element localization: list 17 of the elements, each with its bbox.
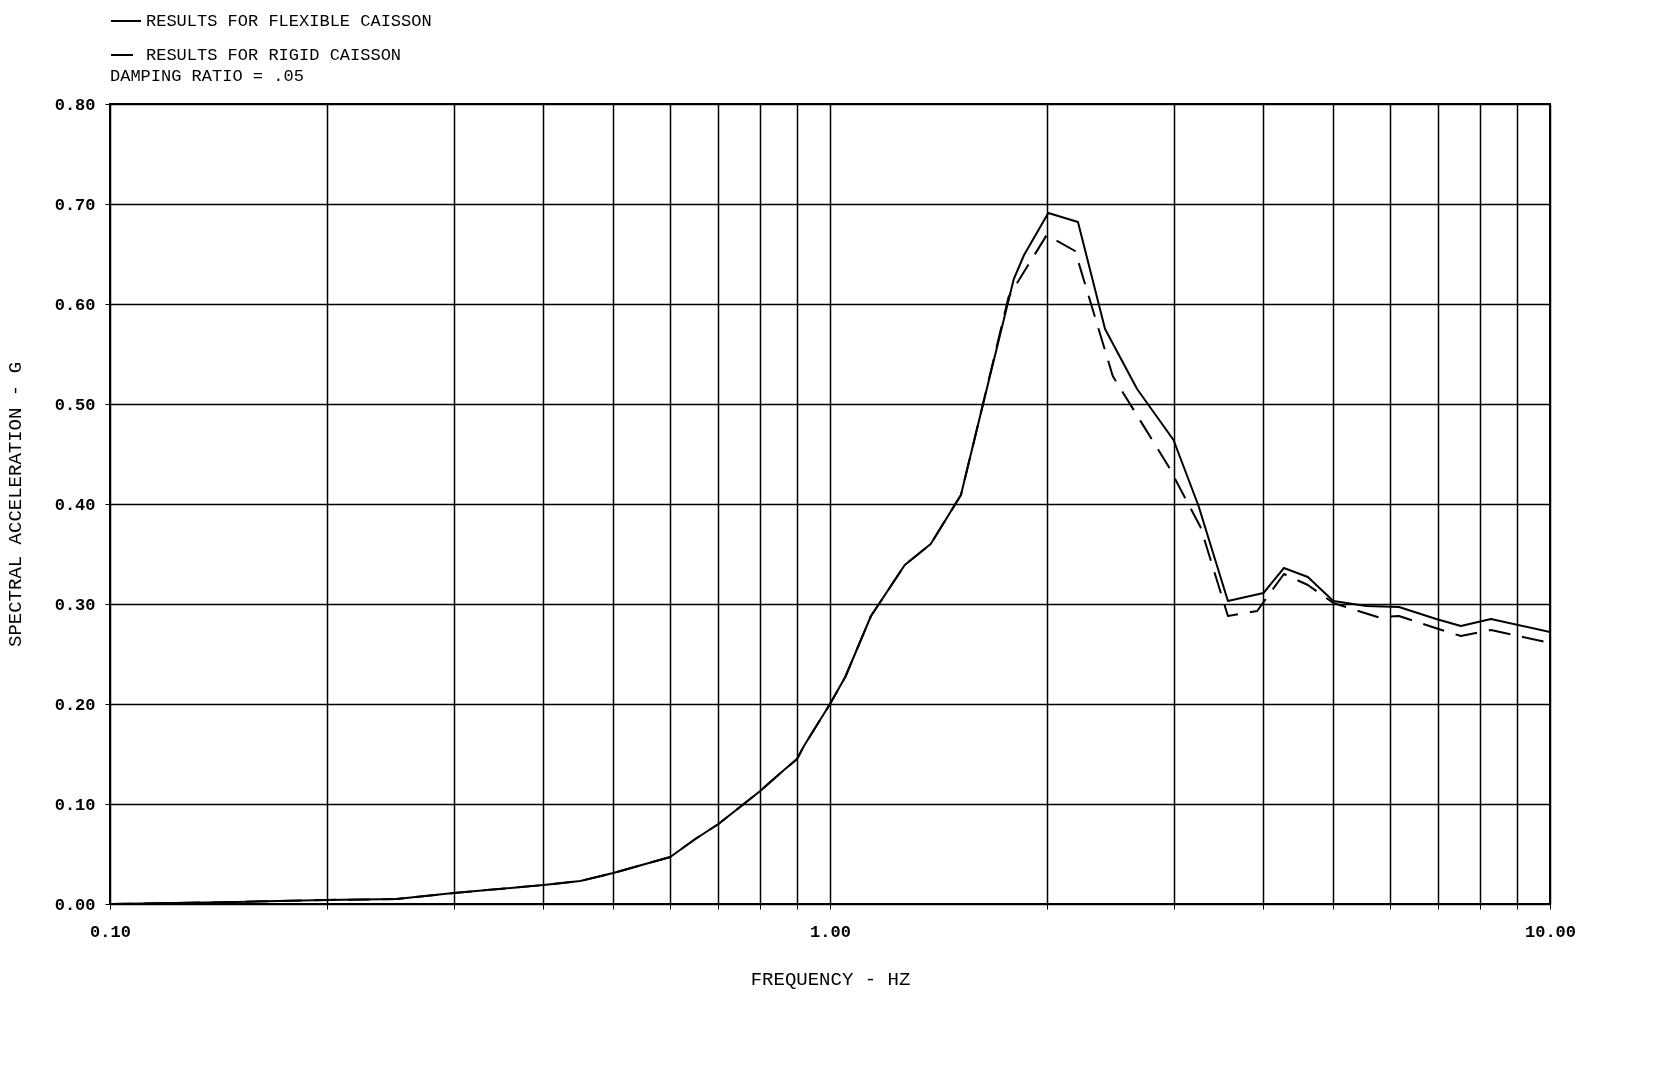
y-tick-label: 0.20 bbox=[54, 695, 96, 715]
y-tick-label: 0.00 bbox=[54, 895, 96, 915]
y-tick-label: 0.50 bbox=[54, 395, 96, 415]
x-axis-title: FREQUENCY - HZ bbox=[750, 968, 911, 991]
x-tick-label: 1.00 bbox=[810, 922, 851, 942]
x-tick-label: 10.00 bbox=[1524, 922, 1577, 942]
y-tick-label: 0.10 bbox=[54, 795, 96, 815]
y-tick-label: 0.30 bbox=[54, 595, 96, 615]
legend-label: RESULTS FOR RIGID CAISSON bbox=[146, 46, 402, 65]
y-axis-title: SPECTRAL ACCELERATION - G bbox=[4, 361, 27, 648]
y-tick-label: 0.70 bbox=[54, 195, 96, 215]
legend-label: RESULTS FOR FLEXIBLE CAISSON bbox=[146, 12, 432, 31]
x-tick-label: 0.10 bbox=[90, 922, 131, 942]
legend-title: DAMPING RATIO = .05 bbox=[110, 67, 304, 86]
y-tick-label: 0.60 bbox=[54, 295, 96, 315]
y-tick-label: 0.40 bbox=[54, 495, 96, 515]
y-tick-label: 0.80 bbox=[54, 95, 96, 115]
